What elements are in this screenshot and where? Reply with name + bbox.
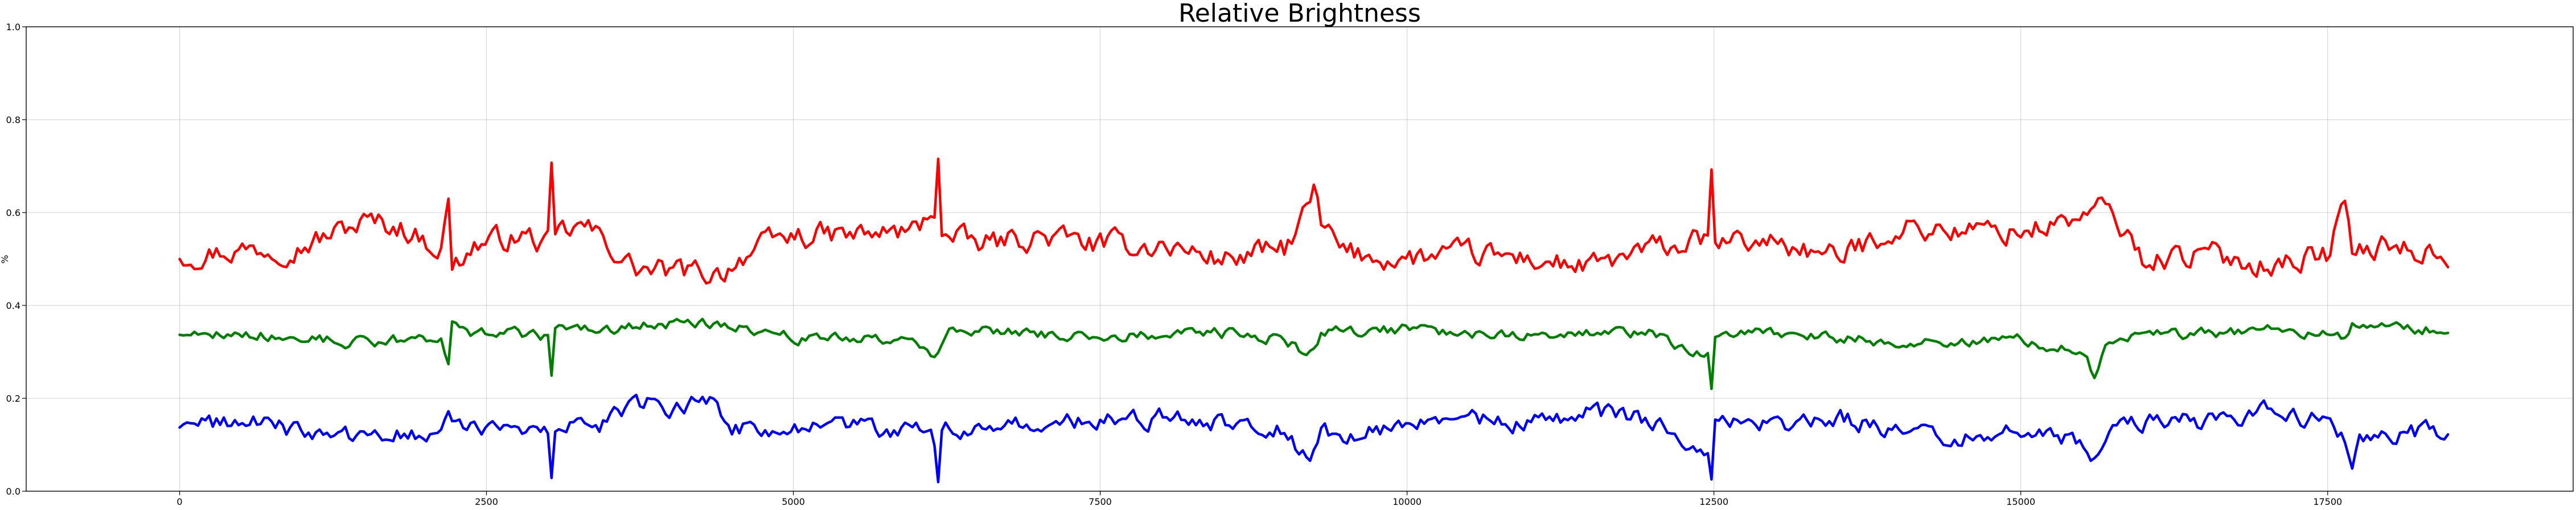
- series-line: [178, 317, 2450, 390]
- x-tick-label: 10000: [1392, 496, 1421, 507]
- series-line: [178, 393, 2450, 484]
- x-tick-label: 2500: [475, 496, 498, 507]
- x-tick-label: 17500: [2313, 496, 2342, 507]
- chart-title: Relative Brightness: [1178, 0, 1421, 28]
- x-tick-label: 5000: [782, 496, 805, 507]
- axes-frame: [26, 26, 2574, 492]
- y-tick-label: 0.2: [6, 393, 20, 404]
- y-tick-label: 1.0: [6, 22, 20, 32]
- ticks-layer: 0 2500 5000 7500 10000 12500 15000 17500 0.0 0.2 0…: [6, 22, 2343, 507]
- y-tick-label: 0.6: [6, 207, 20, 218]
- x-tick-label: 12500: [1699, 496, 1728, 507]
- y-axis-label: %: [0, 255, 10, 263]
- x-tick-label: 15000: [2006, 496, 2035, 507]
- y-tick-label: 0.0: [6, 486, 20, 497]
- x-tick-label: 0: [176, 496, 182, 507]
- series-line: [178, 157, 2450, 285]
- y-tick-label: 0.4: [6, 300, 20, 311]
- series-layer: [178, 157, 2450, 484]
- x-tick-label: 7500: [1088, 496, 1112, 507]
- y-tick-label: 0.8: [6, 115, 20, 125]
